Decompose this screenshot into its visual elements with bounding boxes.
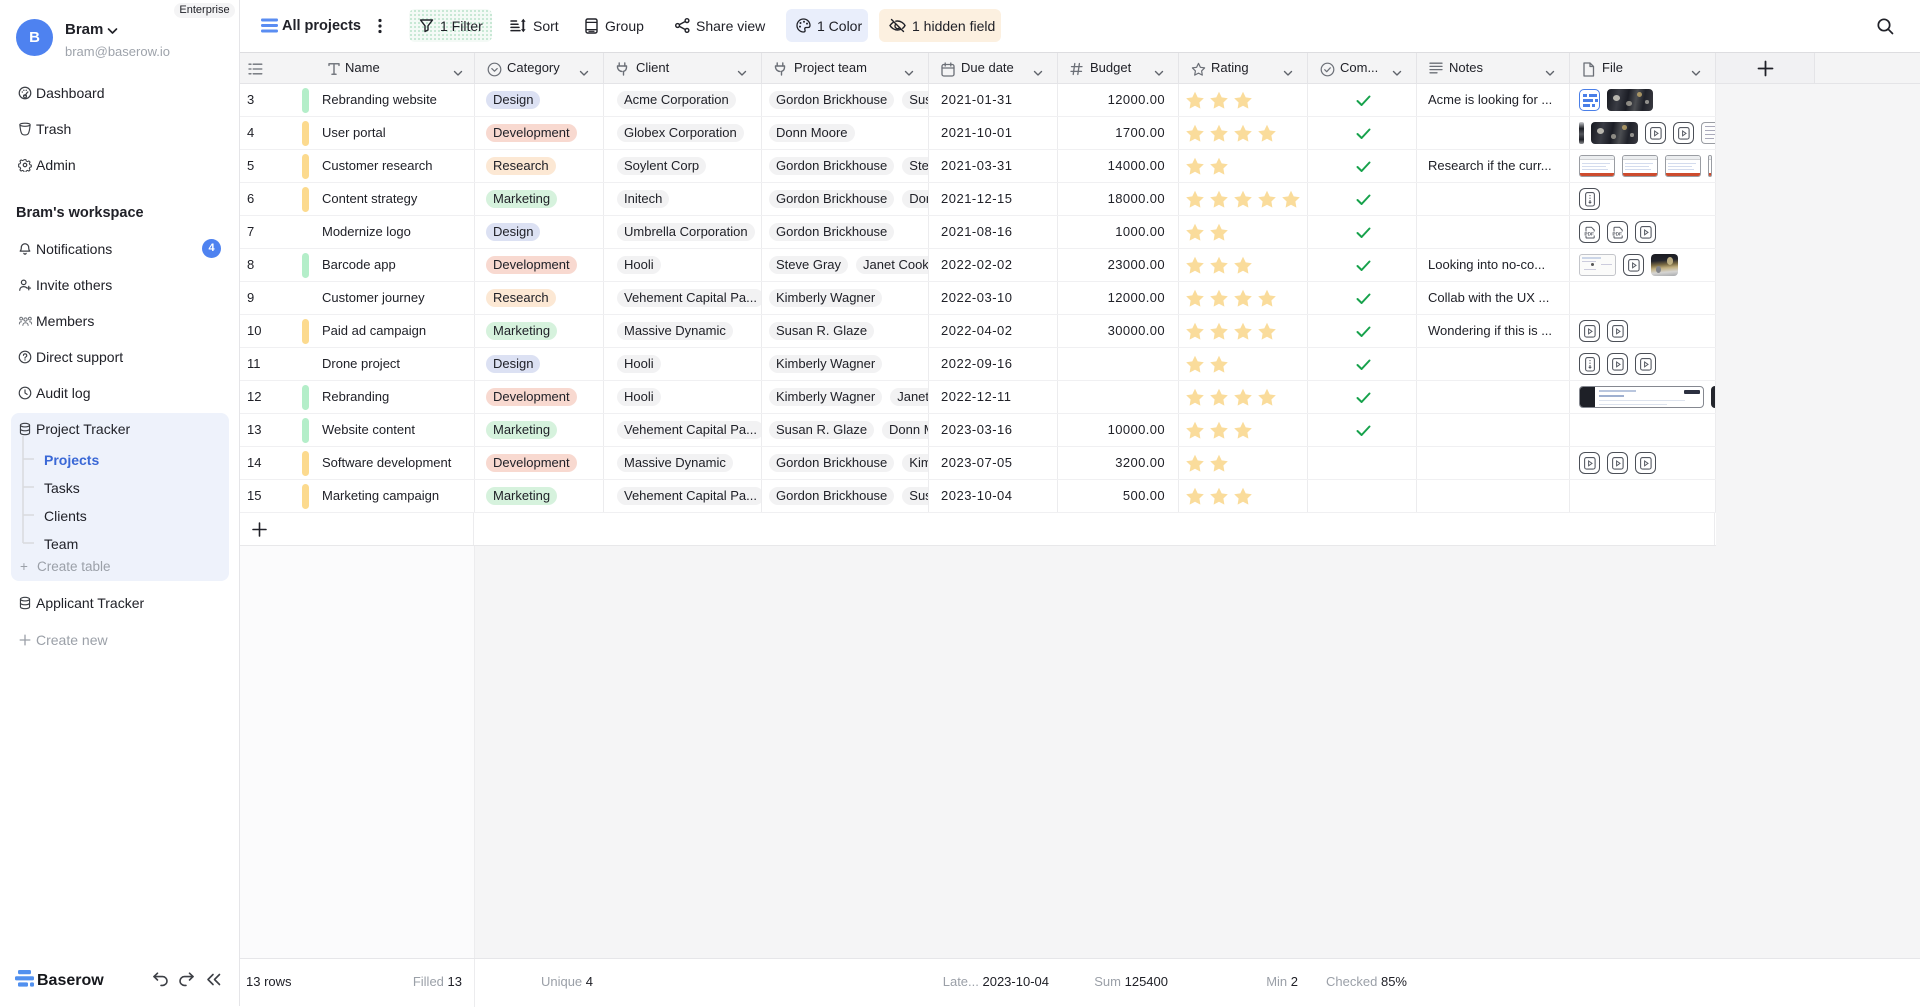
svg-text:PDF: PDF — [1612, 231, 1622, 237]
svg-text:PDF: PDF — [1584, 231, 1594, 237]
